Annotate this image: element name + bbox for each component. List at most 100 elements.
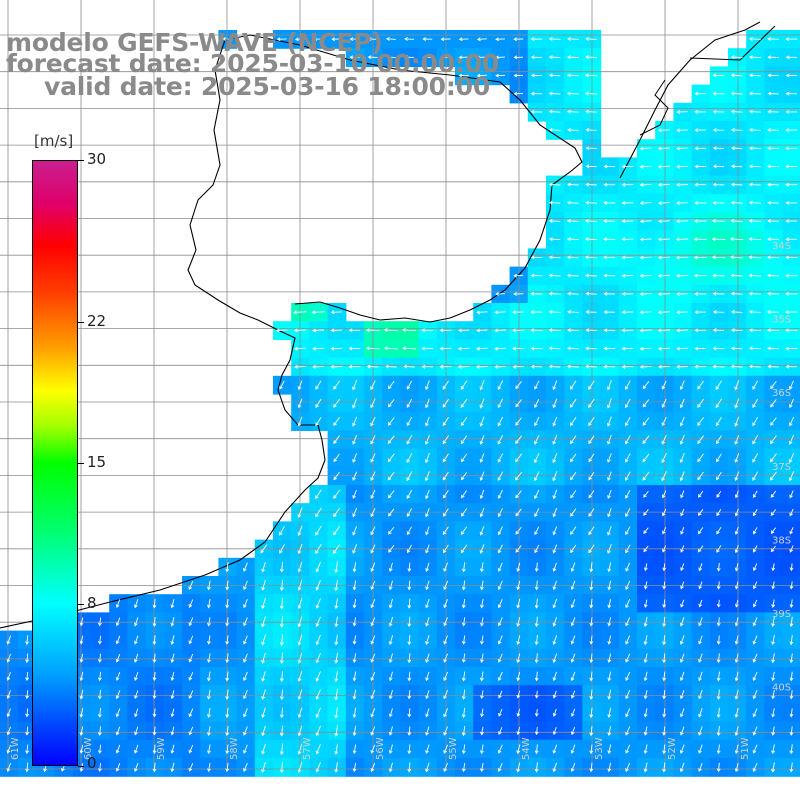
wind-arrow [661,490,667,499]
longitude-labels: 61W60W59W58W57W56W55W54W53W52W51W50W [10,737,751,760]
wind-arrow [734,653,739,664]
wind-arrow [749,164,761,169]
wind-arrow [584,237,598,242]
wind-arrow [261,634,266,646]
wind-arrow [425,380,430,391]
wind-arrow [657,164,670,169]
wind-arrow [698,671,703,682]
wind-arrow [567,273,579,278]
wind-arrow [697,509,704,517]
wind-arrow [767,328,780,333]
wind-arrow [297,525,303,537]
wind-arrow [749,91,761,96]
wind-arrow [513,37,524,42]
colorbar-tick-mark [78,604,84,606]
wind-arrow [771,616,775,627]
wind-arrow [788,471,795,482]
wind-arrow [516,744,521,755]
wind-arrow [679,744,685,754]
lat-label: 39S [772,609,791,620]
wind-arrow [315,398,322,408]
wind-arrow [516,671,521,682]
wind-arrow [422,55,433,60]
wind-arrow [407,762,412,773]
wind-arrow [588,435,595,445]
wind-arrow [530,364,543,369]
wind-arrow [789,671,794,682]
wind-arrow [785,273,798,278]
wind-arrow [570,708,576,717]
wind-arrow [261,598,266,610]
wind-arrow [406,416,413,427]
wind-arrow [367,37,378,41]
wind-arrow [752,471,759,481]
wind-arrow [625,380,631,390]
wind-arrow [461,726,466,737]
wind-arrow [589,726,594,737]
wind-arrow [206,689,211,700]
wind-arrow [279,579,284,592]
wind-arrow [225,617,230,627]
wind-arrow [294,346,306,351]
wind-arrow [170,635,175,645]
wind-arrow [225,671,230,682]
wind-arrow [730,73,743,78]
wind-arrow [479,398,485,409]
wind-arrow [694,128,706,133]
wind-arrow [497,416,504,427]
wind-arrow [404,37,415,41]
wind-arrow [516,762,521,773]
wind-arrow [402,328,417,332]
wind-arrow [749,146,761,151]
wind-arrow [785,310,798,314]
wind-arrow [407,671,412,682]
wind-arrow [639,182,652,187]
wind-arrow [332,544,341,554]
wind-arrow [534,416,540,427]
wind-arrow [716,726,721,737]
wind-arrow [585,273,597,278]
wind-arrow [621,310,634,315]
wind-arrow [497,671,503,681]
wind-arrow [694,364,707,369]
wind-arrow [402,346,417,351]
wind-arrow [387,490,395,499]
wind-arrow [334,598,339,610]
wind-arrow [315,561,321,573]
wind-arrow [570,435,577,445]
wind-arrow [207,762,211,773]
wind-arrow [388,635,394,646]
coastline [0,34,583,629]
wind-arrow [767,182,780,187]
wind-arrow [679,690,685,700]
wind-arrow [679,726,685,736]
wind-arrow [657,292,671,297]
wind-arrow [643,744,648,755]
wind-arrow [442,526,449,536]
wind-arrow [698,762,703,773]
wind-arrow [585,128,597,132]
wind-arrow [115,635,121,645]
wind-arrow [570,599,576,609]
wind-arrow [516,562,521,572]
wind-arrow [170,617,175,627]
wind-arrow [425,416,430,427]
wind-arrow [460,398,468,408]
wind-arrow [730,346,743,351]
wind-arrow [352,434,358,445]
wind-arrow [516,708,521,717]
wind-arrow [570,580,576,591]
wind-arrow [785,164,798,169]
wind-arrow [697,471,704,481]
wind-arrow [676,328,689,333]
wind-arrow [712,146,725,151]
wind-arrow [570,380,577,390]
wind-arrow [548,328,561,333]
wind-arrow [115,617,121,627]
wind-arrow [716,599,721,608]
wind-arrow [752,563,758,572]
wind-arrow [643,708,648,718]
wind-arrow [461,471,468,481]
wind-arrow [785,91,797,96]
wind-arrow [330,310,342,315]
